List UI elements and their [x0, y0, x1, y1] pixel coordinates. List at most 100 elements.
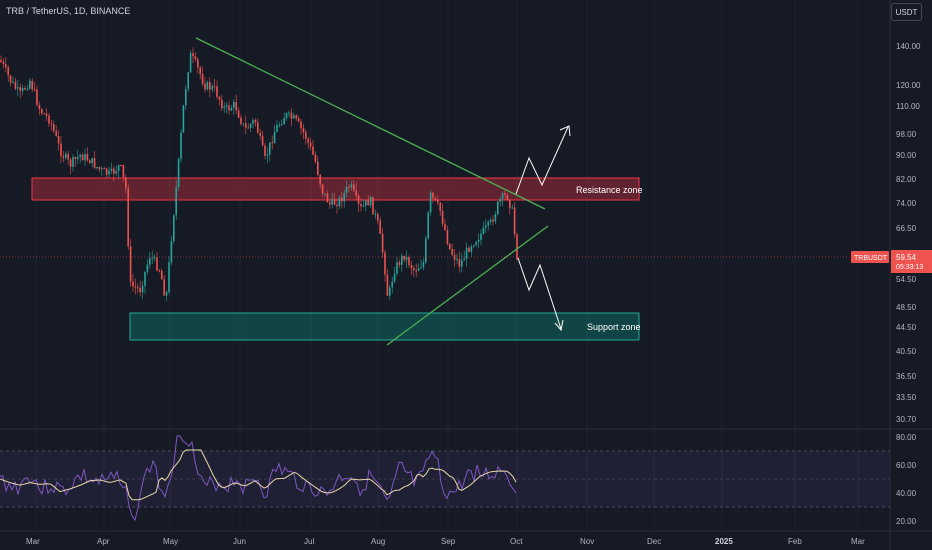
candle-body [31, 80, 33, 90]
candle-body [429, 192, 432, 213]
candle-body [2, 61, 5, 65]
candle-body [492, 219, 494, 222]
candle-body [29, 80, 31, 89]
candle-body [125, 177, 127, 189]
chart-title: TRB / TetherUS, 1D, BINANCE [6, 6, 131, 16]
candle-body [235, 102, 237, 111]
candle-body [108, 170, 110, 175]
candle-body [134, 286, 137, 288]
candle-body [475, 241, 477, 246]
candle-body [336, 204, 338, 207]
candle-body [444, 223, 446, 231]
currency-button[interactable]: USDT [891, 3, 922, 21]
time-label: 2025 [715, 537, 733, 546]
candle-body [317, 161, 319, 175]
candle-body [343, 192, 345, 202]
rsi-tick: 40.00 [896, 489, 917, 498]
candle-body [127, 188, 129, 247]
resistance-zone[interactable] [31, 177, 640, 201]
price-tick: 30.70 [896, 415, 917, 424]
candle-body [449, 243, 451, 250]
candle-body [161, 270, 163, 280]
candle-body [9, 75, 12, 83]
candle-body [7, 67, 9, 76]
candle-body [55, 130, 57, 136]
candle-body [290, 112, 293, 119]
candle-body [302, 128, 305, 133]
candle-body [441, 210, 444, 224]
candle-body [74, 157, 77, 160]
candle-body [329, 202, 331, 205]
candle-body [12, 81, 14, 83]
price-tick: 82.00 [896, 175, 917, 184]
candle-body [110, 168, 113, 171]
candle-body [173, 215, 175, 242]
candle-body [470, 246, 473, 252]
candle-body [91, 158, 93, 164]
candle-body [96, 166, 98, 168]
candle-body [369, 197, 372, 206]
candle-body [348, 186, 350, 188]
candle-body [113, 168, 115, 174]
support-zone[interactable] [129, 312, 640, 341]
candle-body [372, 197, 374, 215]
candle-body [187, 72, 189, 89]
candle-body [45, 113, 48, 116]
price-tick: 40.50 [896, 347, 917, 356]
candle-body [81, 154, 84, 161]
ascending-trendline[interactable] [386, 225, 549, 346]
price-tick: 74.00 [896, 199, 917, 208]
candle-body [305, 132, 307, 139]
candle-body [180, 132, 182, 159]
candle-body [439, 202, 441, 211]
price-tick: 98.00 [896, 130, 917, 139]
candle-body [269, 142, 271, 155]
candle-body [285, 113, 288, 119]
bullish-arrow-head [559, 125, 571, 137]
candle-body [357, 195, 360, 204]
candle-body [456, 259, 458, 261]
candle-body [487, 221, 489, 226]
candle-body [36, 89, 38, 105]
bearish-arrow-head [554, 319, 564, 332]
candle-body [261, 135, 264, 146]
candle-body [389, 287, 391, 296]
candle-body [137, 287, 139, 289]
candle-body [377, 214, 379, 221]
candle-body [69, 159, 72, 167]
candle-body [182, 105, 185, 133]
candle-body [197, 59, 199, 68]
time-axis[interactable]: Mar Apr May Jun Jul Aug Sep Oct Nov Dec … [26, 537, 865, 546]
candle-body [132, 281, 134, 287]
candle-body [144, 271, 146, 286]
candle-body [408, 257, 410, 266]
last-price-label: 59.54 [896, 253, 917, 262]
candle-body [417, 268, 420, 271]
price-axis[interactable]: 140.00 120.00 110.00 98.00 90.00 82.00 7… [896, 42, 921, 424]
candle-body [237, 110, 240, 118]
candle-body [432, 192, 434, 198]
candle-body [297, 118, 300, 122]
candle-body [221, 99, 223, 109]
candle-body [218, 96, 221, 100]
candle-body [453, 254, 456, 260]
candle-body [477, 239, 480, 242]
candle-body [326, 193, 329, 203]
rsi-axis[interactable]: 80.00 60.00 40.00 20.00 [896, 433, 917, 526]
time-label: Mar [851, 537, 865, 546]
candle-body [451, 249, 453, 255]
candle-body [381, 233, 384, 253]
candle-body [98, 166, 101, 170]
descending-trendline[interactable] [195, 37, 546, 210]
bearish-projection-arrow[interactable] [517, 257, 562, 330]
price-tick: 140.00 [896, 42, 921, 51]
candle-body [365, 200, 367, 206]
bullish-projection-arrow[interactable] [515, 126, 569, 195]
candle-body [271, 142, 273, 144]
time-label: Feb [788, 537, 802, 546]
time-label: Mar [26, 537, 40, 546]
support-zone-label: Support zone [587, 322, 641, 332]
candle-body [437, 199, 439, 203]
candle-body [393, 273, 396, 282]
